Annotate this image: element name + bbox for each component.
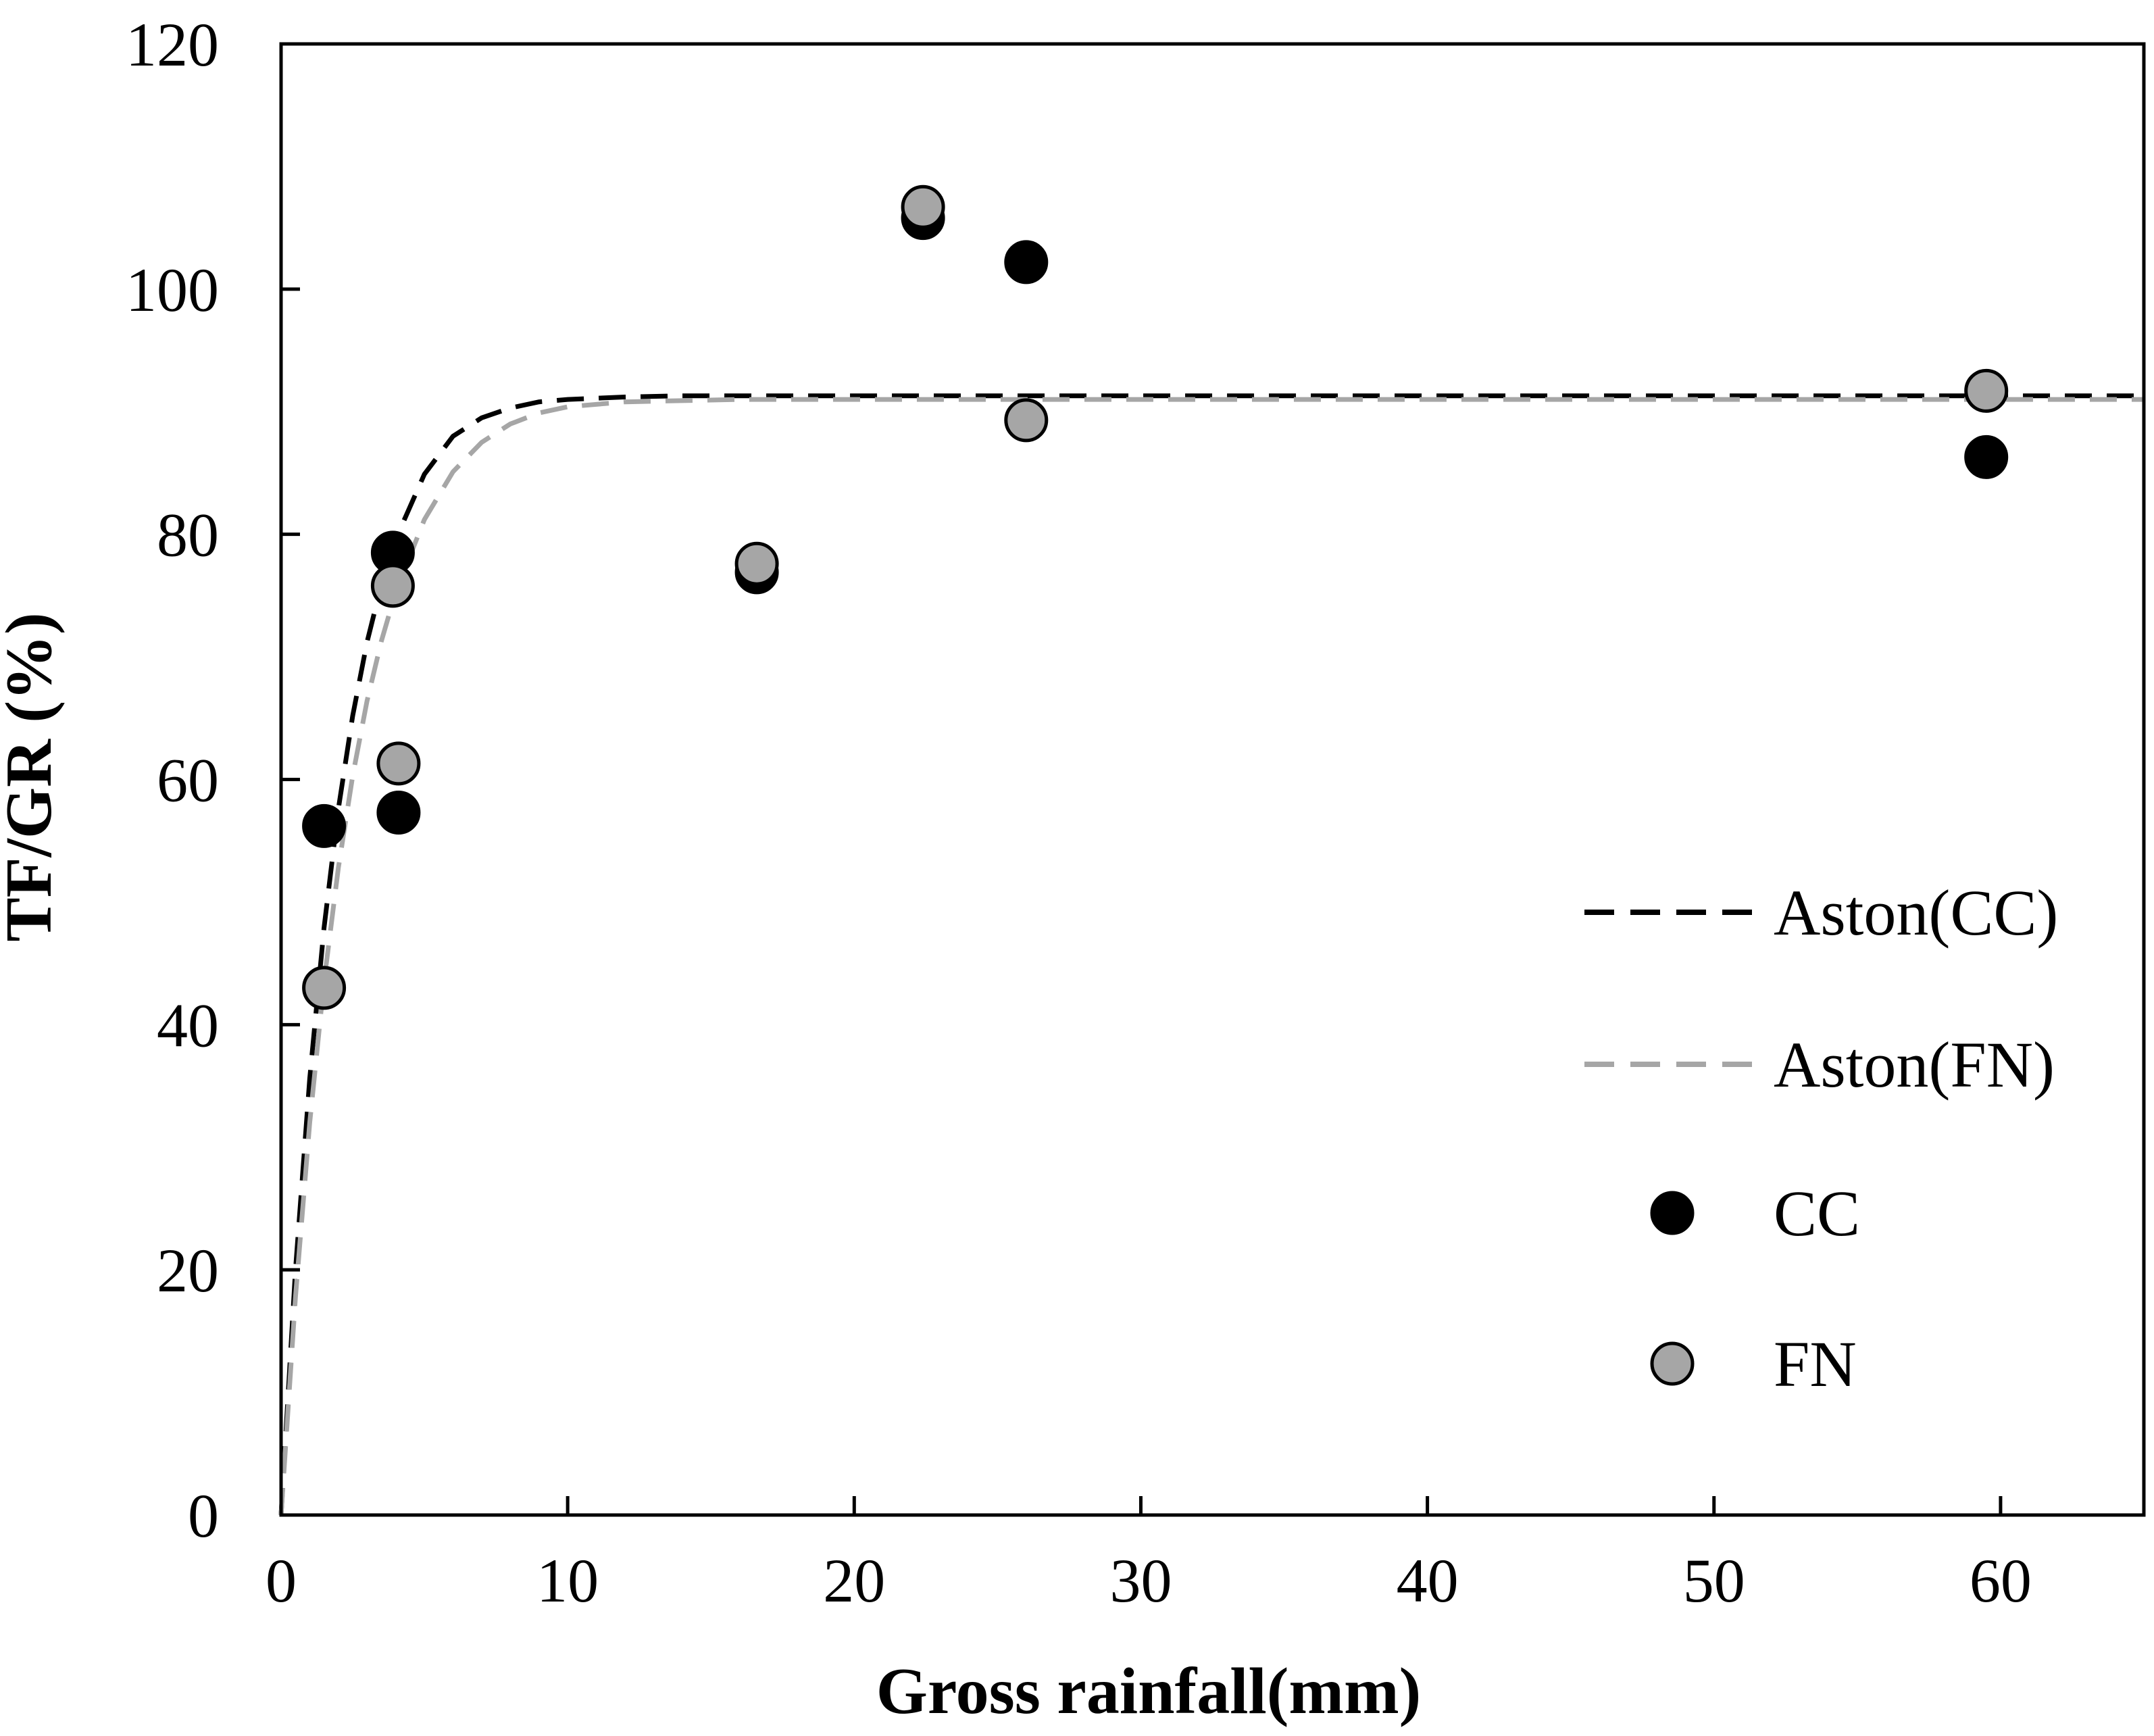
- legend-swatch-marker: [1650, 1341, 1695, 1386]
- y-tick-label: 60: [157, 746, 219, 815]
- legend: Aston(CC) Aston(FN) CC FN: [1584, 876, 2058, 1400]
- x-tick-label: 10: [536, 1546, 599, 1615]
- x-tick-label: 20: [823, 1546, 885, 1615]
- point-fn-6: [1004, 398, 1049, 443]
- fit-line-aston-fn: [278, 397, 2144, 1516]
- y-tick-label: 120: [126, 10, 219, 79]
- fit-line-aston-cc: [278, 393, 2144, 1516]
- point-fn-5: [901, 184, 945, 229]
- plot-frame: [279, 42, 2146, 1517]
- x-tick-label: 50: [1683, 1546, 1745, 1615]
- point-cc-6: [1004, 240, 1049, 284]
- y-tick-label: 20: [157, 1236, 219, 1305]
- point-fn-3: [376, 741, 421, 786]
- point-fn-4: [734, 541, 779, 586]
- point-cc-1: [302, 803, 347, 848]
- point-cc-3: [376, 791, 421, 835]
- legend-label: Aston(FN): [1774, 1028, 2055, 1101]
- legend-swatch-marker: [1650, 1191, 1695, 1235]
- y-tick-label: 0: [188, 1481, 219, 1550]
- point-fn-2: [370, 564, 415, 608]
- y-tick-label: 100: [126, 255, 219, 324]
- point-cc-7: [1964, 435, 2009, 479]
- legend-label: FN: [1774, 1328, 1857, 1400]
- x-tick-label: 40: [1397, 1546, 1459, 1615]
- y-axis-label: TF/GR (%): [0, 612, 66, 941]
- fit-lines: [278, 393, 2144, 1516]
- data-points: [302, 184, 2009, 1010]
- legend-label: Aston(CC): [1774, 876, 2058, 949]
- point-fn-1: [302, 966, 347, 1010]
- y-tick-label: 80: [157, 501, 219, 570]
- x-tick-label: 0: [266, 1546, 297, 1615]
- x-axis-label: Gross rainfall(mm): [876, 1655, 1422, 1728]
- point-fn-7: [1964, 368, 2009, 413]
- axis-ticks: 0 10 20 30 40 50 60 0 20 40 60 80 100 120: [126, 10, 2032, 1615]
- x-tick-label: 30: [1109, 1546, 1172, 1615]
- x-tick-label: 60: [1970, 1546, 2032, 1615]
- y-tick-label: 40: [157, 991, 219, 1060]
- legend-label: CC: [1774, 1177, 1860, 1249]
